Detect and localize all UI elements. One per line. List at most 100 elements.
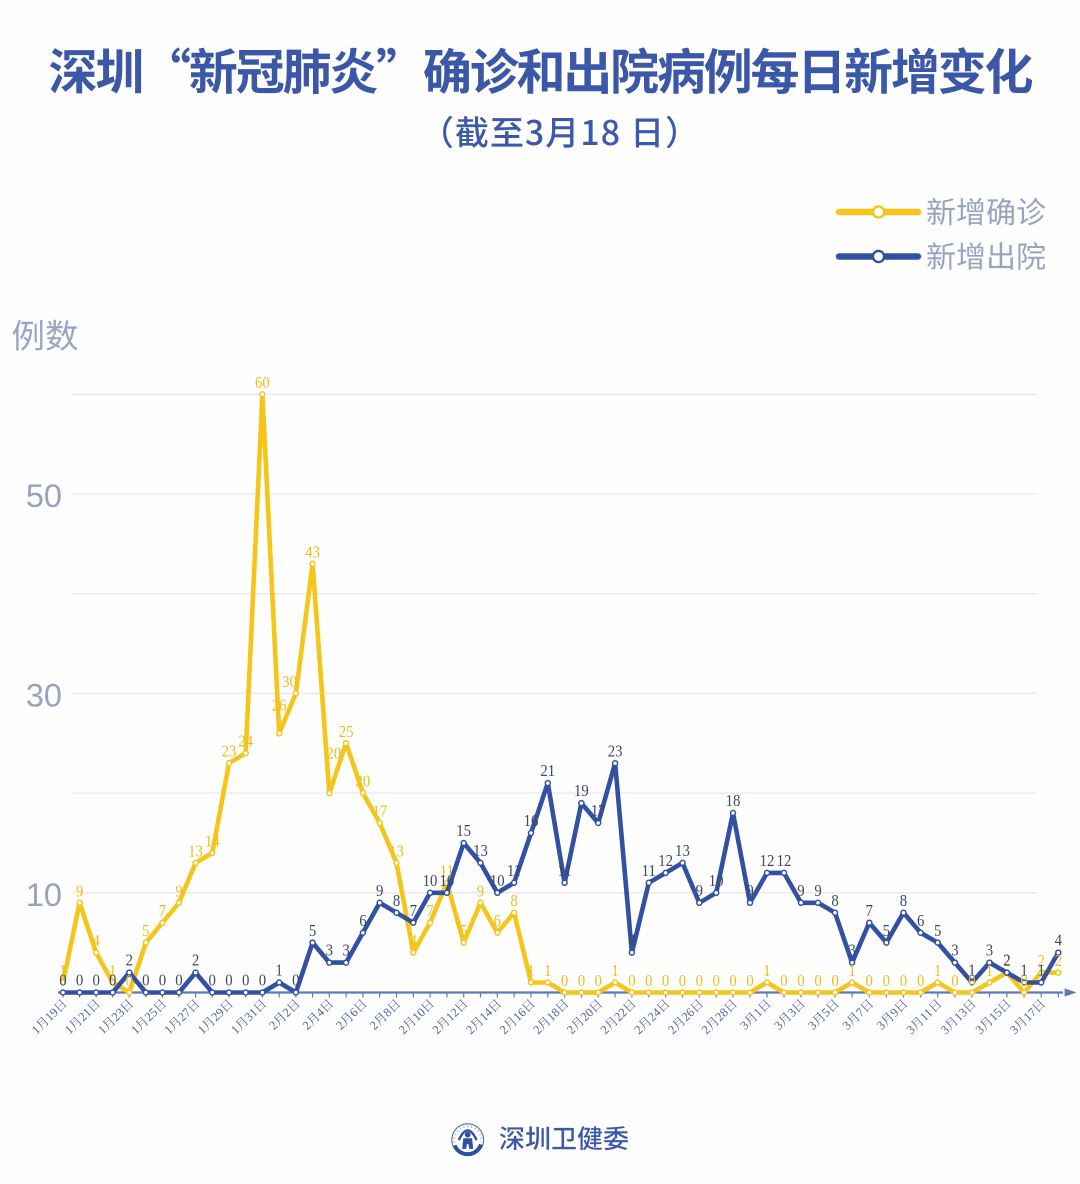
svg-text:0: 0 [645,972,652,990]
svg-text:5: 5 [142,922,149,940]
svg-text:0: 0 [866,972,873,990]
svg-text:11: 11 [440,862,454,880]
svg-text:0: 0 [175,972,182,990]
svg-text:60: 60 [255,374,270,392]
svg-text:0: 0 [109,972,116,990]
svg-text:3: 3 [973,1023,987,1037]
svg-text:7: 7 [410,902,417,920]
svg-text:3: 3 [986,942,993,960]
svg-text:1: 1 [986,962,993,980]
svg-text:2: 2 [699,1023,713,1037]
svg-text:2: 2 [530,1023,544,1037]
svg-text:5: 5 [883,922,890,940]
svg-text:5: 5 [819,1005,833,1019]
svg-text:50: 50 [26,478,62,514]
svg-text:6: 6 [347,1005,361,1019]
svg-text:2: 2 [430,1023,444,1037]
svg-text:12: 12 [760,852,775,870]
svg-text:0: 0 [225,972,232,990]
svg-text:3: 3 [938,1023,952,1037]
svg-text:2: 2 [463,1023,477,1037]
svg-text:0: 0 [917,972,924,990]
svg-text:0: 0 [696,972,703,990]
svg-text:5: 5 [460,922,467,940]
svg-text:3: 3 [785,1005,799,1019]
svg-text:9: 9 [696,882,703,900]
svg-text:10: 10 [26,877,62,913]
svg-text:12: 12 [658,852,673,870]
svg-text:2: 2 [497,1023,511,1037]
svg-text:1: 1 [527,962,534,980]
svg-text:0: 0 [259,972,266,990]
svg-text:24: 24 [238,733,253,751]
svg-text:3: 3 [951,942,958,960]
svg-text:1: 1 [544,962,551,980]
svg-text:8: 8 [900,892,907,910]
svg-text:1: 1 [161,1023,175,1037]
svg-text:0: 0 [561,972,568,990]
svg-text:1: 1 [109,962,116,980]
svg-text:9: 9 [477,882,484,900]
svg-text:9: 9 [175,882,182,900]
svg-text:0: 0 [76,972,83,990]
svg-text:7: 7 [426,902,433,920]
svg-text:6: 6 [359,912,366,930]
svg-text:0: 0 [883,972,890,990]
svg-text:1: 1 [195,1023,209,1037]
svg-text:0: 0 [595,972,602,990]
svg-text:0: 0 [59,972,66,990]
svg-text:8: 8 [510,892,517,910]
svg-text:1: 1 [848,962,855,980]
svg-text:1: 1 [968,962,975,980]
svg-text:0: 0 [578,972,585,990]
svg-text:21: 21 [540,762,555,780]
svg-text:2: 2 [564,1023,578,1037]
svg-text:0: 0 [814,972,821,990]
svg-text:0: 0 [159,972,166,990]
svg-text:3: 3 [1007,1023,1021,1037]
svg-text:3: 3 [904,1023,918,1037]
svg-text:11: 11 [642,862,656,880]
svg-text:0: 0 [712,972,719,990]
svg-text:0: 0 [142,972,149,990]
svg-text:2: 2 [1038,952,1045,970]
svg-text:2: 2 [598,1023,612,1037]
svg-text:6: 6 [917,912,924,930]
svg-text:3: 3 [840,1018,854,1032]
svg-text:4: 4 [628,932,635,950]
svg-text:13: 13 [473,842,488,860]
svg-text:1: 1 [1038,962,1045,980]
svg-text:4: 4 [92,932,99,950]
svg-text:1: 1 [29,1023,43,1037]
svg-text:2: 2 [1003,952,1010,970]
svg-text:2: 2 [367,1018,381,1032]
svg-text:25: 25 [339,723,354,741]
svg-text:0: 0 [126,972,133,990]
svg-text:20: 20 [356,773,371,791]
svg-text:1: 1 [59,962,66,980]
svg-text:2: 2 [280,1005,294,1019]
svg-text:13: 13 [675,842,690,860]
svg-text:0: 0 [662,972,669,990]
svg-text:2: 2 [126,952,133,970]
svg-text:7: 7 [853,1005,867,1019]
svg-text:43: 43 [305,543,320,561]
svg-text:9: 9 [76,882,83,900]
svg-text:0: 0 [900,972,907,990]
svg-text:23: 23 [222,743,237,761]
svg-text:1: 1 [763,962,770,980]
svg-text:2: 2 [665,1023,679,1037]
svg-text:13: 13 [188,843,203,861]
svg-text:1: 1 [1020,962,1027,980]
svg-text:4: 4 [1055,932,1062,950]
svg-text:3: 3 [874,1018,888,1032]
svg-text:0: 0 [951,972,958,990]
svg-text:2: 2 [266,1018,280,1032]
svg-text:11: 11 [507,862,521,880]
svg-text:0: 0 [729,972,736,990]
svg-text:5: 5 [309,922,316,940]
svg-text:6: 6 [494,912,501,930]
svg-text:0: 0 [292,972,299,990]
svg-text:7: 7 [866,902,873,920]
svg-text:2: 2 [192,952,199,970]
